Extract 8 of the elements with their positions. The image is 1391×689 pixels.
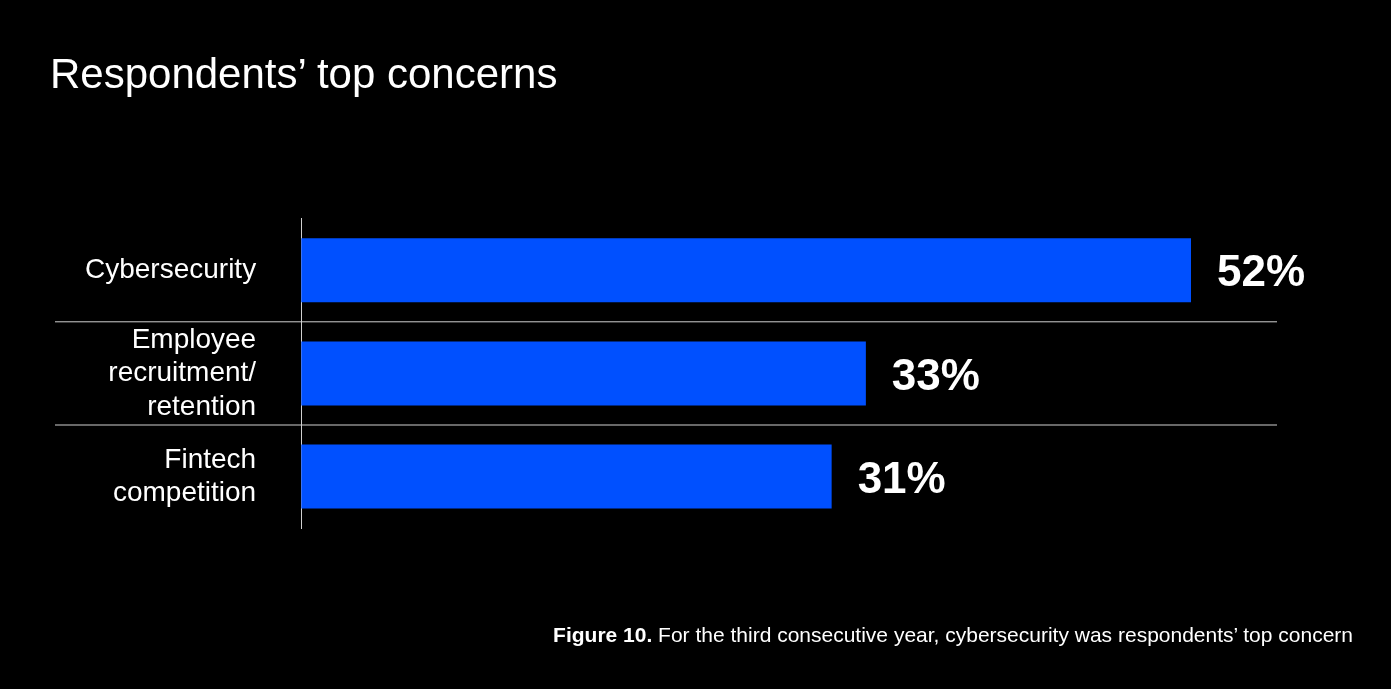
data-label: 52% [1217,246,1306,296]
y-tick-label: Fintech competition [112,442,257,508]
data-label: 33% [891,349,980,399]
caption: Figure 10. For the third consecutive year, cybersecurity was respondents’ top concern [553,623,1353,647]
data-label: 31% [857,452,946,502]
y-tick-label: Employee recruitment/ retention [108,322,257,421]
y-tick-label: Cybersecurity [84,252,257,284]
chart-title: Respondents’ top concerns [50,50,558,98]
